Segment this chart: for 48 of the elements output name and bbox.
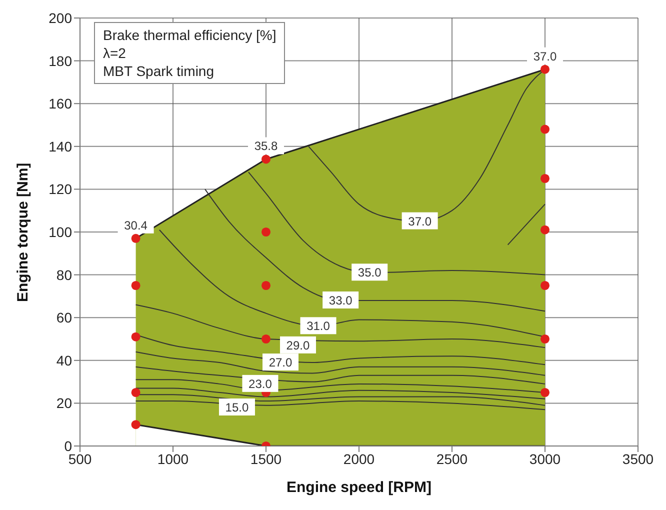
point xyxy=(131,388,140,398)
point xyxy=(540,388,550,398)
y-tick-label: 200 xyxy=(48,10,72,26)
annotation: 29.0 xyxy=(286,338,310,352)
annotation: 27.0 xyxy=(268,356,293,370)
y-tick-label: 20 xyxy=(56,395,72,412)
annotation: 37.0 xyxy=(533,49,557,64)
annotation: Brake thermal efficiency [%] xyxy=(103,26,276,44)
y-tick-label: 160 xyxy=(48,96,72,112)
point xyxy=(131,420,140,430)
x-tick-label: 3000 xyxy=(529,450,561,467)
x-tick-label: 1000 xyxy=(157,450,189,467)
y-tick-label: 100 xyxy=(48,224,72,240)
annotation: λ=2 xyxy=(103,44,127,62)
y-tick-label: 180 xyxy=(48,52,72,69)
line-series xyxy=(135,351,546,376)
annotation: 23.0 xyxy=(248,376,272,391)
point xyxy=(540,124,550,134)
y-tick-label: 120 xyxy=(48,181,72,198)
x-tick-label: 1500 xyxy=(250,450,282,467)
x-tick-label: 2500 xyxy=(436,450,468,467)
point xyxy=(131,332,140,342)
point xyxy=(261,334,271,344)
y-axis-title: Engine torque [Nm] xyxy=(14,162,32,302)
line-series xyxy=(135,400,546,410)
annotation: 15.0 xyxy=(225,400,249,414)
line-series xyxy=(204,188,546,312)
y-tick-label: 140 xyxy=(48,138,72,154)
point xyxy=(261,154,271,164)
point xyxy=(540,174,550,184)
point xyxy=(540,280,550,290)
point xyxy=(261,227,271,237)
point xyxy=(540,334,550,344)
point xyxy=(131,234,140,243)
x-axis-title: Engine speed [RPM] xyxy=(286,479,432,496)
y-tick-label: 40 xyxy=(56,352,72,368)
x-tick-label: 2000 xyxy=(343,450,375,467)
annotation: 30.4 xyxy=(124,218,148,232)
point xyxy=(131,280,140,290)
x-tick-label: 3500 xyxy=(622,450,654,467)
y-tick-label: 60 xyxy=(56,310,72,326)
point xyxy=(540,64,550,74)
y-tick-label: 80 xyxy=(56,266,72,283)
point xyxy=(261,280,271,290)
point xyxy=(540,225,550,234)
annotation: 35.8 xyxy=(254,139,278,154)
annotation: MBT Spark timing xyxy=(103,62,215,80)
line-series xyxy=(135,304,546,348)
